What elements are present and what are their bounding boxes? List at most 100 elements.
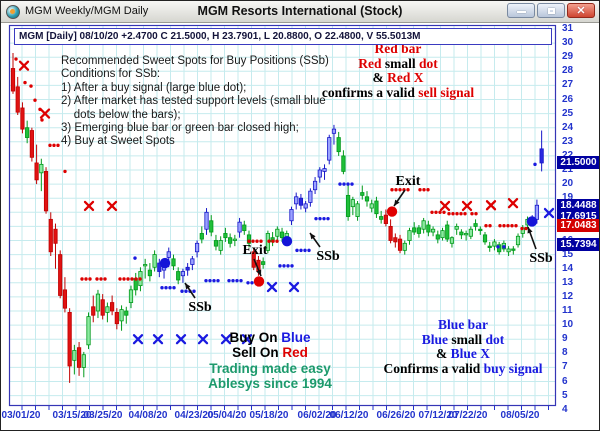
candle-body: [194, 242, 200, 253]
support-dot: [250, 281, 254, 285]
candle-body: [393, 237, 398, 243]
candle-body: [185, 266, 190, 271]
support-dot: [239, 278, 243, 283]
candle-body: [308, 190, 313, 203]
candle-body: [95, 293, 101, 312]
signal-arrowhead: [256, 269, 262, 276]
candle-body: [275, 228, 280, 237]
candle-body: [25, 127, 30, 138]
candle-body: [511, 248, 516, 251]
candle-body: [402, 242, 407, 251]
resistance-dot: [52, 143, 56, 148]
resistance-dot: [99, 277, 103, 281]
blue-x-mark: [543, 207, 555, 219]
candle-body: [199, 233, 204, 240]
candle-body: [317, 169, 322, 178]
resistance-dot: [56, 143, 60, 148]
app-icon: [6, 5, 20, 19]
support-dot: [208, 278, 212, 283]
support-dot: [318, 216, 322, 221]
sell-signal-dot: [253, 276, 265, 287]
minimize-button[interactable]: [507, 3, 535, 18]
candle-body: [204, 211, 209, 230]
candle-body: [223, 233, 228, 239]
minimize-icon: [517, 11, 526, 13]
candle-body: [407, 230, 412, 241]
resistance-dot: [422, 188, 426, 192]
candle-body: [416, 227, 422, 234]
quote-info-bar: MGM [Daily] 08/10/20 +2.4700 C 21.5000, …: [14, 28, 552, 45]
resistance-dot: [498, 223, 502, 228]
buy-signal-dot: [526, 216, 538, 227]
close-button[interactable]: ✕: [567, 3, 595, 18]
resistance-dot: [33, 98, 37, 102]
support-dot: [295, 248, 299, 253]
support-dot: [314, 216, 318, 221]
candle-body: [298, 197, 304, 206]
red-x-mark: [106, 200, 118, 212]
support-dot: [350, 182, 354, 186]
support-dot: [326, 216, 330, 221]
resistance-dot: [80, 277, 84, 281]
support-dot: [231, 278, 235, 283]
support-dot: [172, 286, 176, 290]
blue-x-mark: [175, 334, 187, 345]
candle-body: [397, 238, 403, 251]
candle-body: [379, 216, 384, 220]
candle-body: [128, 289, 134, 303]
resistance-dot: [259, 239, 263, 243]
resistance-dot: [88, 277, 92, 281]
resistance-dot: [510, 223, 514, 228]
maximize-button[interactable]: [537, 3, 565, 18]
candle-body: [86, 316, 91, 346]
candle-body: [213, 240, 219, 247]
candle-body: [48, 218, 53, 253]
resistance-dot: [23, 80, 27, 85]
candle-body: [176, 271, 181, 281]
resistance-dot: [84, 277, 88, 281]
candle-body: [449, 237, 455, 244]
support-dot: [278, 264, 282, 268]
candle-body: [482, 234, 488, 243]
resistance-dot: [95, 277, 99, 281]
resistance-dot: [398, 188, 402, 192]
resistance-dot: [474, 212, 478, 216]
candle-body: [62, 289, 68, 309]
resistance-dot: [434, 210, 438, 214]
candle-body: [435, 234, 440, 240]
resistance-dot: [442, 210, 446, 214]
resistance-dot: [406, 188, 410, 192]
red-x-mark: [439, 200, 451, 212]
blue-x-mark: [152, 334, 164, 345]
resistance-dot: [267, 239, 271, 243]
blue-x-mark: [288, 281, 300, 293]
candle-body: [515, 235, 521, 246]
support-dot: [307, 248, 311, 253]
candle-body: [454, 225, 459, 230]
blue-x-mark: [241, 334, 253, 345]
candle-body: [360, 192, 365, 196]
candle-body: [67, 312, 72, 367]
red-x-mark: [83, 200, 95, 212]
buy-signal-dot: [159, 257, 171, 269]
red-x-mark: [485, 200, 497, 211]
candle-body: [76, 347, 82, 368]
candle-body: [58, 254, 63, 296]
candle-body: [190, 258, 195, 265]
resistance-dot: [122, 277, 126, 281]
candle-body: [180, 271, 186, 277]
candle-body: [478, 228, 483, 232]
support-dot: [212, 278, 216, 283]
candle-body: [110, 302, 115, 312]
candle-body: [261, 261, 266, 265]
support-dot: [227, 278, 231, 283]
signal-arrowhead: [394, 199, 400, 206]
candle-body: [143, 264, 148, 267]
buy-signal-dot: [281, 236, 293, 247]
support-dot: [346, 182, 350, 186]
candle-body: [331, 128, 337, 134]
candle-body: [336, 137, 341, 153]
candle-body: [534, 204, 540, 220]
resistance-dot: [463, 212, 467, 216]
